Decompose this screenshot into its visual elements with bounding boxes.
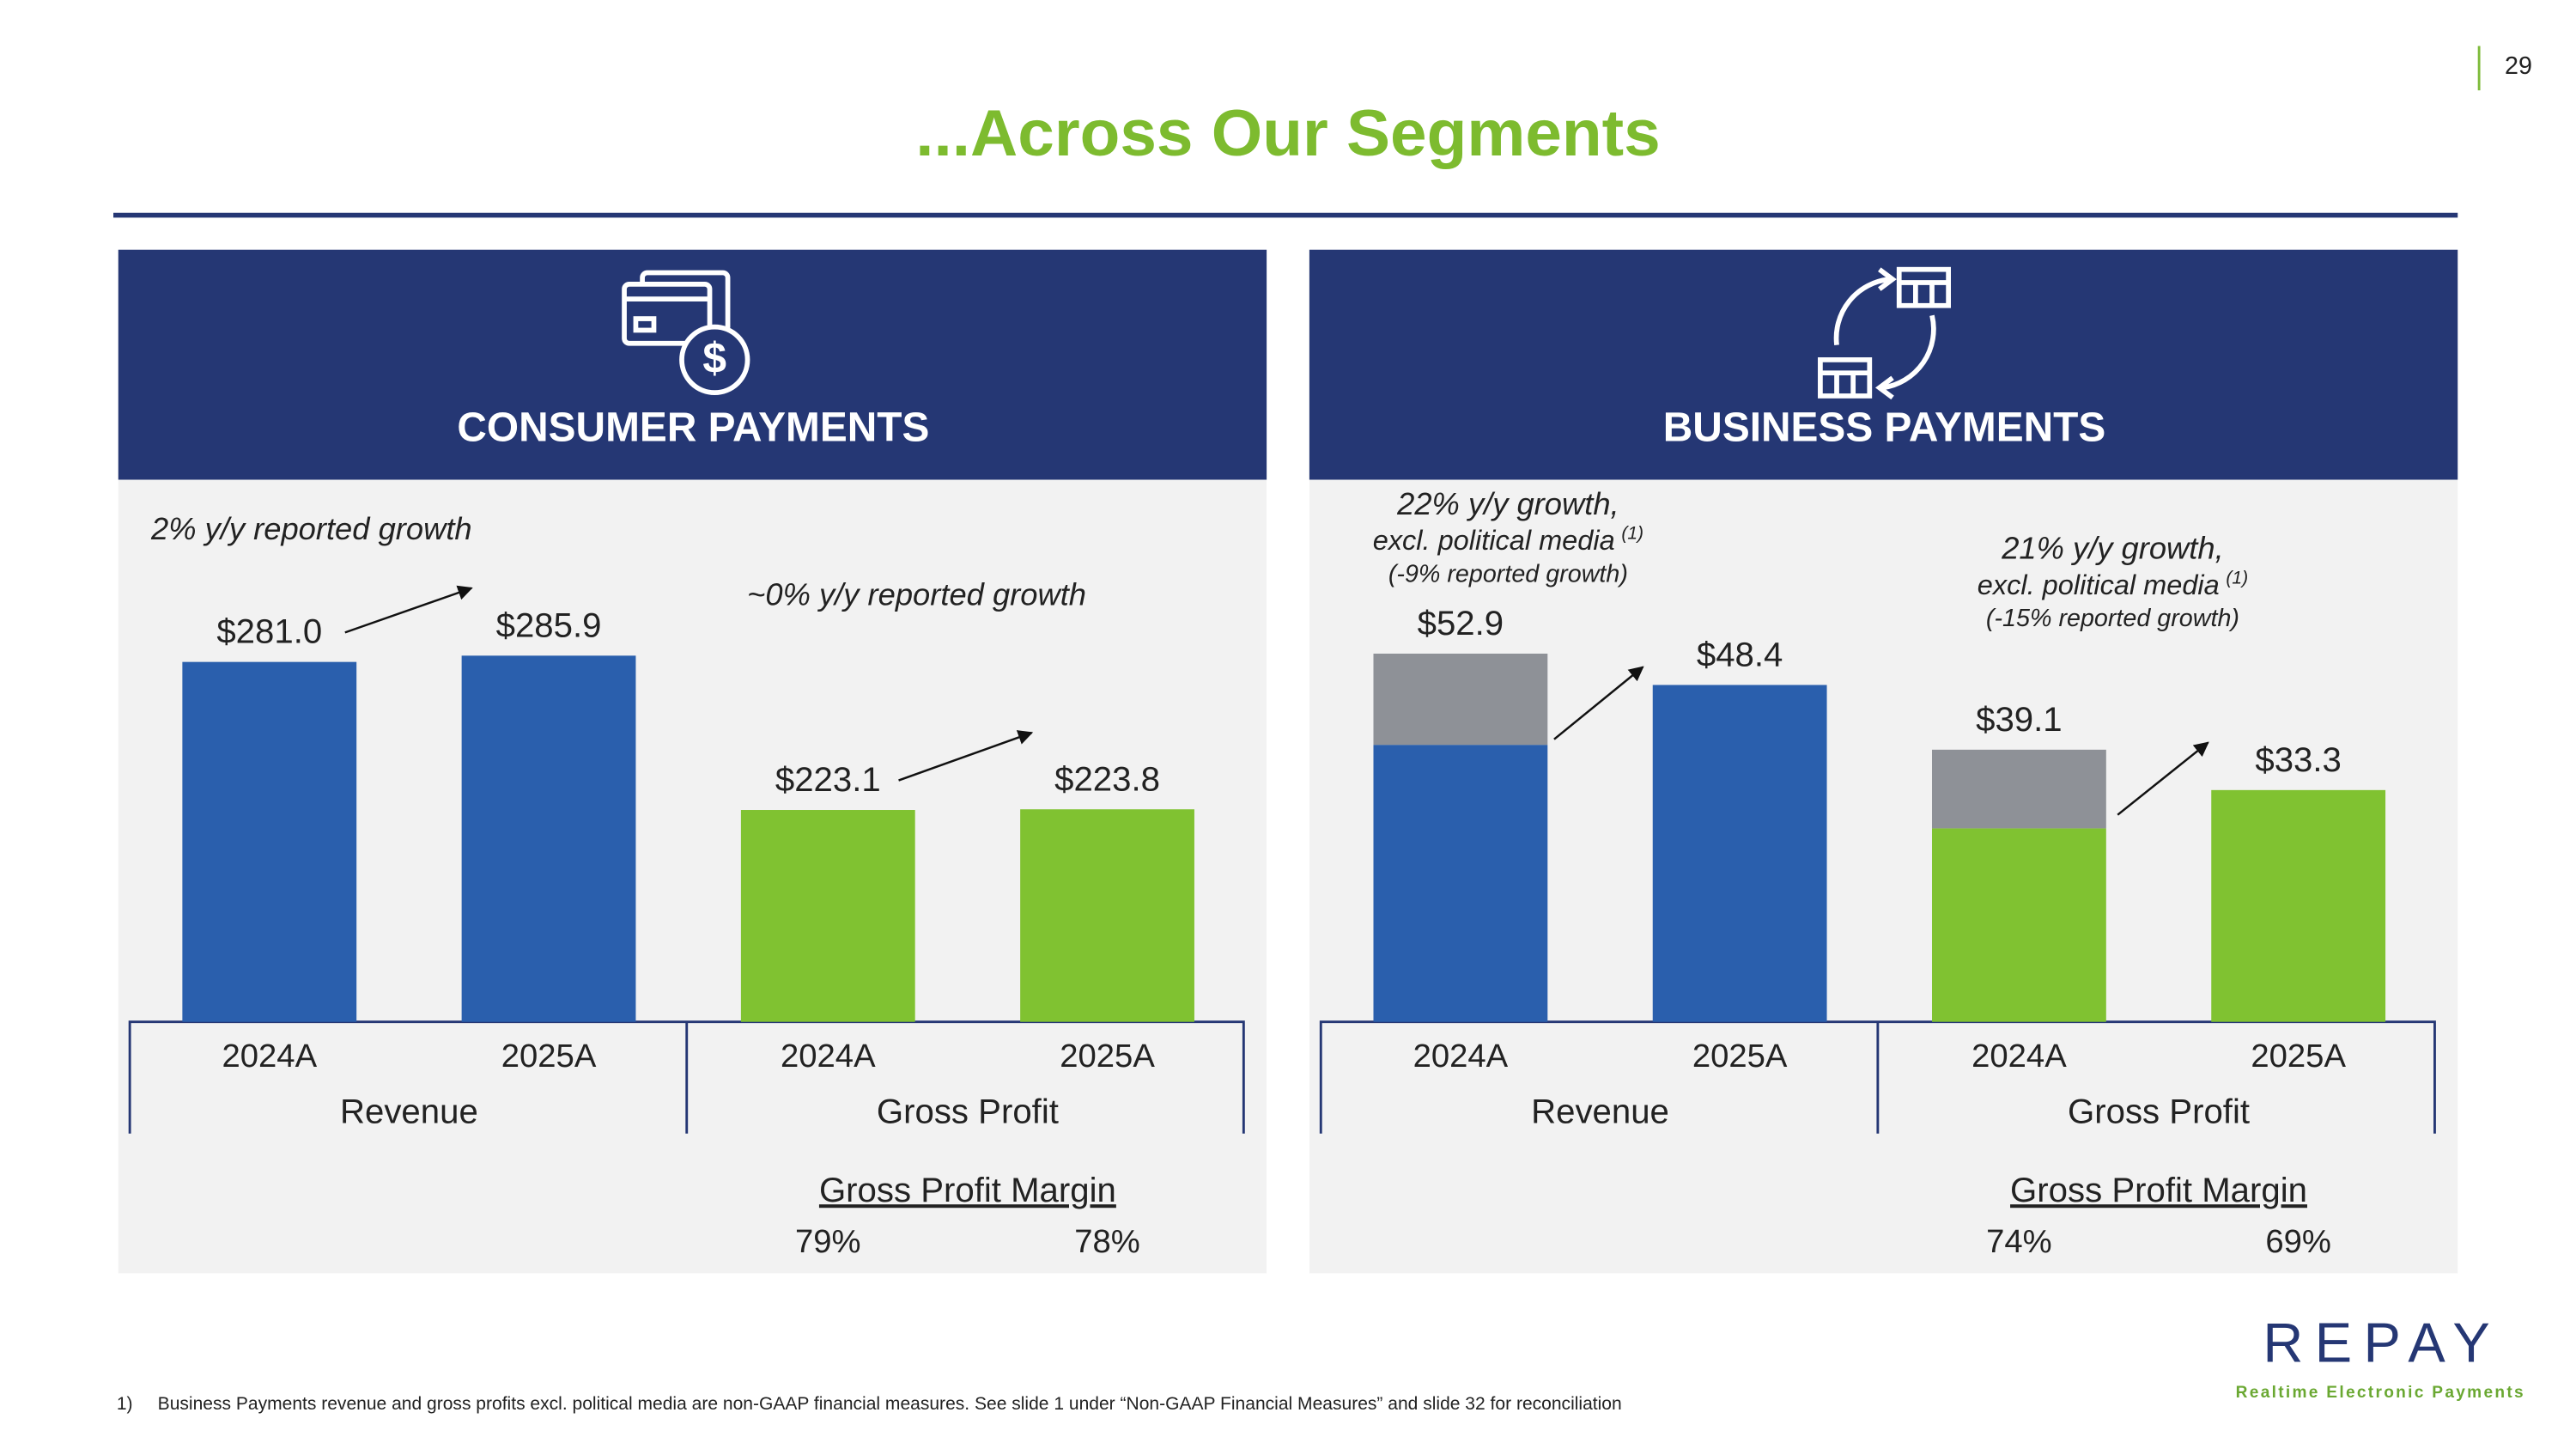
value-label: $48.4	[1697, 636, 1783, 674]
margin-value: 79%	[795, 1223, 861, 1260]
value-label: $39.1	[1976, 700, 2063, 739]
value-label: $281.0	[216, 612, 322, 651]
slide-title: ...Across Our Segments	[915, 97, 1660, 170]
annotation-line: 22% y/y growth,	[1396, 486, 1619, 521]
margin-value: 78%	[1074, 1223, 1140, 1260]
x-tick-label: 2025A	[1060, 1038, 1155, 1075]
x-tick-label: 2024A	[1413, 1038, 1509, 1075]
group-label: Gross Profit	[877, 1092, 1059, 1130]
annotation-line: 21% y/y growth,	[2001, 530, 2223, 565]
logo-tagline: Realtime Electronic Payments	[2236, 1384, 2525, 1402]
bar	[1932, 828, 2106, 1022]
margin-value: 74%	[1986, 1223, 2052, 1260]
annotation-line: excl. political media	[1978, 569, 2220, 600]
growth-arrows	[344, 585, 2209, 816]
growth-annotation: (-15% reported growth)	[1986, 605, 2239, 632]
bar	[2211, 789, 2386, 1022]
panel-title: BUSINESS PAYMENTS	[1663, 405, 2106, 451]
x-tick-label: 2025A	[501, 1038, 597, 1075]
value-label: $33.3	[2255, 740, 2342, 779]
margin-title: Gross Profit Margin	[2010, 1171, 2307, 1209]
growth-annotation: 21% y/y growth,	[2001, 530, 2223, 565]
footnote-marker: 1)	[117, 1394, 133, 1414]
bar	[1932, 749, 2106, 829]
growth-annotation: ~0% y/y reported growth	[747, 576, 1086, 612]
cards-icon: $	[622, 270, 750, 396]
value-label: $223.1	[775, 760, 881, 799]
bar	[182, 661, 357, 1022]
margin-title: Gross Profit Margin	[819, 1171, 1116, 1209]
x-tick-label: 2025A	[1692, 1038, 1788, 1075]
bar	[1373, 654, 1548, 746]
bar	[1020, 809, 1194, 1022]
logo: REPAY	[2263, 1312, 2501, 1374]
bar	[740, 810, 915, 1022]
category-axis	[128, 1020, 1245, 1134]
value-label: $52.9	[1418, 604, 1504, 642]
footnote-ref: (1)	[1621, 523, 1643, 543]
group-label: Revenue	[1531, 1092, 1669, 1130]
value-label: $285.9	[496, 606, 602, 644]
panel-title: CONSUMER PAYMENTS	[457, 405, 929, 451]
group-label: Revenue	[340, 1092, 478, 1130]
bar	[1652, 685, 1827, 1022]
annotation-line: (-9% reported growth)	[1388, 560, 1628, 588]
x-tick-label: 2024A	[1971, 1038, 2067, 1075]
x-tick-label: 2024A	[781, 1038, 876, 1075]
margin-value: 69%	[2265, 1223, 2331, 1260]
growth-annotation: excl. political media (1)	[1373, 523, 1643, 556]
x-tick-label: 2024A	[222, 1038, 317, 1075]
group-label: Gross Profit	[2068, 1092, 2250, 1130]
svg-text:$: $	[702, 334, 726, 382]
footnote-ref: (1)	[2226, 568, 2248, 588]
category-axis	[1319, 1020, 2436, 1134]
annotation-line: ~0% y/y reported growth	[747, 576, 1086, 612]
growth-annotation: (-9% reported growth)	[1388, 560, 1628, 588]
growth-annotation: 2% y/y reported growth	[150, 510, 472, 545]
annotation-line: excl. political media	[1373, 525, 1615, 556]
growth-annotation: 22% y/y growth,	[1396, 486, 1619, 521]
annotation-line: 2% y/y reported growth	[150, 510, 472, 545]
value-label: $223.8	[1054, 759, 1160, 798]
x-tick-label: 2025A	[2251, 1038, 2346, 1075]
annotation-line: (-15% reported growth)	[1986, 605, 2239, 632]
exchange-icon	[1818, 266, 1952, 400]
growth-annotation: excl. political media (1)	[1978, 568, 2248, 600]
footnote: Business Payments revenue and gross prof…	[158, 1394, 1622, 1414]
bar	[461, 655, 636, 1022]
page-number: 29	[2505, 52, 2532, 80]
bar	[1373, 745, 1548, 1022]
